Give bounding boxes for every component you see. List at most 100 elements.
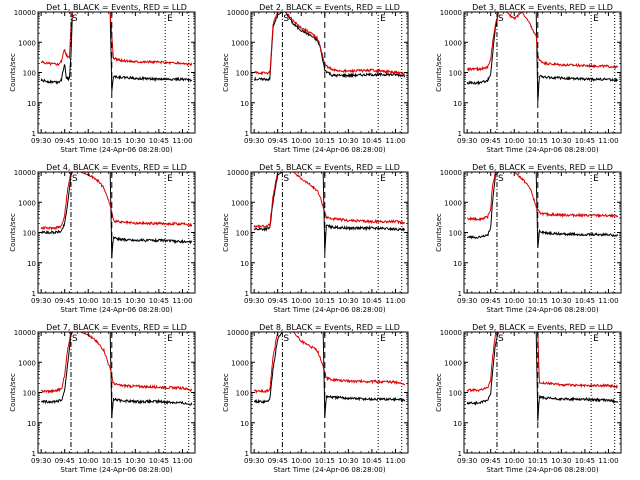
series-line-lld [254, 12, 406, 77]
x-tick-label: 10:15 [528, 297, 548, 305]
x-tick-label: 09:45 [481, 137, 501, 145]
y-tick-label: 1000 [444, 359, 462, 367]
panel-title: Det 5, BLACK = Events, RED = LLD [259, 163, 400, 172]
y-tick-label: 1 [458, 450, 462, 458]
y-tick-label: 100 [236, 390, 249, 398]
end-marker-label: E [167, 14, 173, 24]
x-tick-label: 10:15 [102, 457, 122, 465]
series-line-events [466, 332, 619, 422]
end-marker-label: E [380, 174, 386, 184]
y-tick-label: 10000 [14, 169, 36, 177]
y-tick-label: 10 [453, 420, 462, 428]
x-tick-label: 09:30 [31, 137, 51, 145]
x-tick-label: 10:30 [551, 457, 571, 465]
series-line-events [40, 172, 193, 259]
series-line-events [254, 12, 406, 82]
y-tick-label: 10000 [440, 169, 462, 177]
plot-frame [37, 11, 196, 134]
x-tick-label: 10:00 [78, 297, 98, 305]
end-marker-label: E [380, 14, 386, 24]
panel-title: Det 2, BLACK = Events, RED = LLD [259, 3, 400, 12]
series-line-lld [466, 12, 619, 72]
y-tick-label: 100 [23, 230, 36, 238]
plot-frame [37, 171, 196, 294]
series-line-lld [466, 332, 619, 393]
x-tick-label: 10:45 [362, 137, 382, 145]
y-axis-label: Counts/sec [9, 53, 17, 92]
x-tick-label: 10:30 [125, 297, 145, 305]
x-tick-label: 09:45 [268, 457, 288, 465]
y-axis-label: Counts/sec [9, 213, 17, 252]
y-axis-label: Counts/sec [9, 373, 17, 412]
x-axis-label: Start Time (24-Apr-06 08:28:00) [486, 466, 598, 474]
x-axis-label: Start Time (24-Apr-06 08:28:00) [486, 146, 598, 154]
panel-title: Det 6, BLACK = Events, RED = LLD [472, 163, 613, 172]
y-tick-label: 1000 [18, 39, 36, 47]
x-tick-label: 10:15 [315, 457, 335, 465]
y-tick-label: 10 [240, 420, 249, 428]
x-tick-label: 10:30 [338, 137, 358, 145]
x-tick-label: 09:30 [31, 297, 51, 305]
x-tick-label: 10:00 [291, 457, 311, 465]
panel-title: Det 8, BLACK = Events, RED = LLD [259, 323, 400, 332]
x-tick-label: 10:30 [551, 137, 571, 145]
panel-title: Det 9, BLACK = Events, RED = LLD [472, 323, 613, 332]
y-axis-label: Counts/sec [435, 373, 443, 412]
x-tick-label: 10:45 [149, 137, 169, 145]
x-tick-label: 09:45 [481, 457, 501, 465]
y-tick-label: 10 [27, 260, 36, 268]
plot-frame [250, 11, 409, 134]
panel-title: Det 7, BLACK = Events, RED = LLD [46, 323, 187, 332]
y-tick-label: 100 [449, 390, 462, 398]
end-marker-label: E [167, 174, 173, 184]
series-line-lld [253, 332, 406, 395]
x-tick-label: 10:00 [291, 137, 311, 145]
series-line-lld [466, 172, 619, 222]
end-marker-label: E [167, 334, 173, 344]
x-tick-label: 09:45 [55, 137, 75, 145]
series-line-lld [40, 172, 193, 231]
y-tick-label: 1 [32, 290, 36, 298]
x-tick-label: 10:30 [338, 457, 358, 465]
x-tick-label: 09:45 [481, 297, 501, 305]
x-tick-label: 11:00 [385, 297, 405, 305]
x-tick-label: 10:45 [575, 297, 595, 305]
y-axis-label: Counts/sec [222, 213, 230, 252]
y-tick-label: 10 [240, 260, 249, 268]
panel-title: Det 4, BLACK = Events, RED = LLD [46, 163, 187, 172]
x-tick-label: 11:00 [598, 457, 618, 465]
y-tick-label: 10000 [227, 169, 249, 177]
x-tick-label: 10:45 [575, 457, 595, 465]
x-tick-label: 10:30 [125, 457, 145, 465]
y-tick-label: 1 [32, 130, 36, 138]
y-axis-label: Counts/sec [435, 53, 443, 92]
y-tick-label: 1000 [18, 199, 36, 207]
start-marker-label: S [283, 14, 289, 24]
x-tick-label: 10:00 [504, 457, 524, 465]
x-tick-label: 10:30 [551, 297, 571, 305]
y-tick-label: 1 [458, 290, 462, 298]
x-tick-label: 10:15 [315, 137, 335, 145]
panel-title: Det 3, BLACK = Events, RED = LLD [472, 3, 613, 12]
x-tick-label: 10:45 [149, 457, 169, 465]
y-tick-label: 1000 [231, 359, 249, 367]
y-tick-label: 10000 [14, 329, 36, 337]
series-line-events [40, 332, 193, 419]
y-axis-label: Counts/sec [435, 213, 443, 252]
x-axis-label: Start Time (24-Apr-06 08:28:00) [273, 306, 385, 314]
y-tick-label: 100 [449, 230, 462, 238]
x-tick-label: 10:00 [78, 457, 98, 465]
x-tick-label: 11:00 [172, 297, 192, 305]
x-tick-label: 09:45 [55, 457, 75, 465]
x-tick-label: 10:00 [504, 297, 524, 305]
x-tick-label: 10:45 [575, 137, 595, 145]
y-tick-label: 1000 [444, 199, 462, 207]
y-tick-label: 1 [458, 130, 462, 138]
